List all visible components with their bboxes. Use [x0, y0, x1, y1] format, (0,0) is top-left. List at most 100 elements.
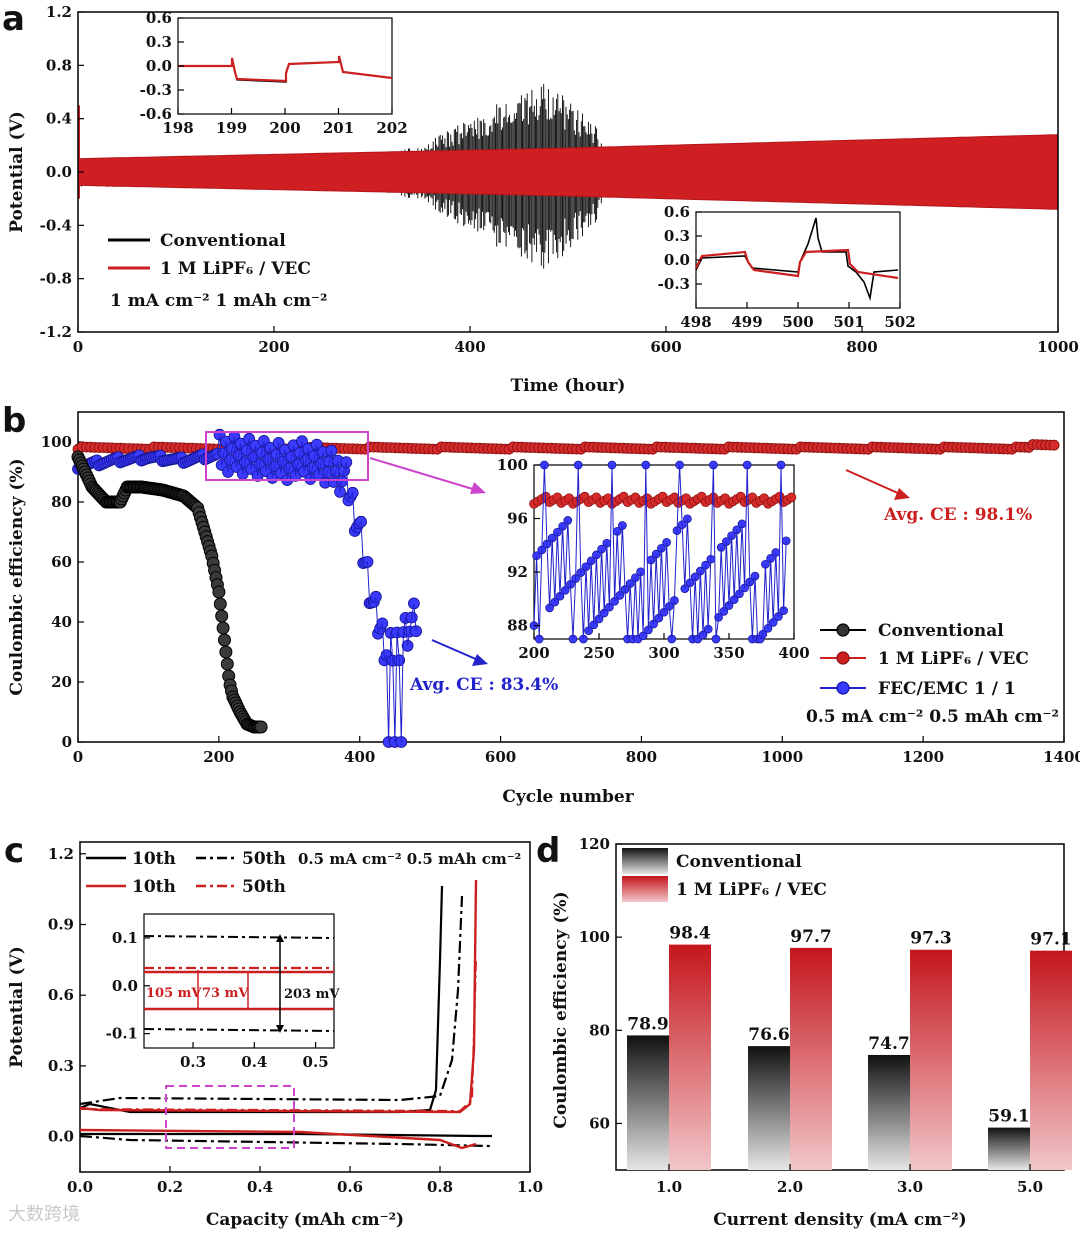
conventional-point	[219, 645, 233, 659]
x-tick-label: 0	[73, 338, 83, 356]
panel-d-axes: 60 80 100 120	[579, 835, 622, 1132]
panel-d-legend: Conventional 1 M LiPF₆ / VEC	[622, 848, 827, 902]
panel-b-zoom-box	[205, 431, 369, 481]
panel-b-frame	[77, 411, 1065, 743]
y-tick-label: 80	[589, 1021, 610, 1039]
inset-c-annot-105: 105 mV	[146, 986, 202, 1001]
legend-c-conv-10: 10th	[132, 849, 176, 869]
panel-a-inset-198-202	[177, 17, 393, 115]
panel-d-bars: 78.9 98.4 1.0 76.6 97.7 2.0 74.7 97.3 3.0 59.1 97.…	[627, 924, 1072, 1196]
y-tick-label: 60	[589, 1114, 610, 1132]
y-tick-label: 0.6	[146, 9, 172, 27]
x-tick-label: 500	[782, 313, 813, 331]
legend-a-vec-label: 1 M LiPF₆ / VEC	[160, 259, 311, 279]
bar-conventional-3.0	[868, 1054, 910, 1170]
panel-c-inset: 105 mV 73 mV 203 mV	[143, 913, 340, 1049]
y-tick-label: -0.1	[106, 1025, 138, 1043]
x-tick-label: 400	[344, 748, 375, 766]
y-tick-label: 88	[507, 617, 528, 635]
panel-a-letter: a	[2, 0, 25, 39]
y-tick-label: -0.3	[658, 275, 690, 293]
panel-c-inset-ticks: 0.3 0.4 0.5 -0.1 0.0 0.1	[106, 929, 329, 1071]
legend-d-conv-swatch	[622, 848, 668, 874]
x-tick-label: 0.4	[241, 1053, 267, 1071]
panel-c-legend: 10th 50th 10th 50th 0.5 mA cm⁻² 0.5 mAh …	[86, 849, 521, 897]
y-tick-label: 1.2	[46, 3, 72, 21]
y-tick-label: 100	[579, 928, 610, 946]
bar-label-conventional-1.0: 78.9	[627, 1014, 668, 1034]
bar-label-vec-2.0: 97.7	[790, 927, 831, 947]
y-tick-label: 0.6	[664, 203, 690, 221]
x-tick-label: 0.3	[180, 1053, 206, 1071]
y-tick-label: 0.6	[48, 986, 74, 1004]
panel-c: c 0.0 0.2 0.4 0.6 0.8 1.0 0.0 0.3 0.6 0.9 1.2 10th…	[4, 831, 543, 1230]
bar-label-conventional-5.0: 59.1	[988, 1107, 1029, 1127]
panel-b-inset	[529, 460, 797, 644]
y-tick-label: 0.0	[664, 251, 690, 269]
x-tick-label: 0.6	[337, 1178, 363, 1196]
panel-a-inset1-ticks: 198 199 200 201 202 -0.6 -0.3 0.0 0.3 0.6	[140, 9, 408, 137]
conventional-point	[218, 633, 231, 647]
legend-b-vec-marker	[836, 651, 850, 665]
panel-b-legend: Conventional 1 M LiPF₆ / VEC FEC/EMC 1 /…	[806, 621, 1059, 727]
x-tick-label-5.0: 5.0	[1017, 1178, 1043, 1196]
x-tick-label: 498	[680, 313, 711, 331]
conventional-point	[216, 621, 230, 635]
bar-conventional-1.0	[627, 1035, 669, 1170]
x-tick-label-1.0: 1.0	[656, 1178, 682, 1196]
bar-vec-2.0	[790, 947, 832, 1170]
y-tick-label: 0.3	[664, 227, 690, 245]
x-tick-label: 800	[626, 748, 657, 766]
panel-b-letter: b	[2, 401, 26, 441]
x-tick-label-2.0: 2.0	[777, 1178, 803, 1196]
legend-b-fec-label: FEC/EMC 1 / 1	[878, 679, 1016, 699]
y-tick-label: 120	[579, 835, 610, 853]
avg-ce-vec-arrowhead	[894, 488, 910, 500]
x-tick-label: 200	[269, 119, 300, 137]
legend-c-vec-10: 10th	[132, 877, 176, 897]
y-tick-label: 0.0	[46, 163, 72, 181]
bar-label-conventional-2.0: 76.6	[748, 1025, 789, 1045]
y-tick-label: 60	[51, 553, 72, 571]
y-tick-label: -0.4	[40, 216, 72, 234]
x-tick-label: 400	[778, 644, 809, 662]
legend-d-vec-swatch	[622, 876, 668, 902]
legend-d-vec-label: 1 M LiPF₆ / VEC	[676, 880, 827, 900]
series-vec-trace	[78, 134, 1058, 210]
x-tick-label: 0.0	[67, 1178, 93, 1196]
y-tick-label: 100	[41, 433, 72, 451]
panel-b: b 0 200 400 600 800 1000 1200 1400020406080100 …	[2, 401, 1080, 807]
bar-conventional-5.0	[988, 1127, 1030, 1170]
x-tick-label: 250	[583, 644, 614, 662]
panel-c-conditions: 0.5 mA cm⁻² 0.5 mAh cm⁻²	[298, 850, 521, 868]
y-tick-label: 0.8	[46, 56, 72, 74]
x-tick-label: 198	[162, 119, 193, 137]
legend-d-conv-label: Conventional	[676, 852, 802, 872]
watermark: 大数跨境	[8, 1204, 80, 1225]
y-tick-label: 96	[507, 510, 528, 528]
x-tick-label: 499	[731, 313, 762, 331]
panel-b-xlabel: Cycle number	[502, 787, 634, 807]
y-tick-label: -0.3	[140, 81, 172, 99]
y-tick-label: 0.1	[112, 929, 138, 947]
x-tick-label: 350	[713, 644, 744, 662]
legend-c-conv-50: 50th	[242, 849, 286, 869]
panel-a-voltage-traces	[78, 84, 1058, 269]
x-tick-label: 200	[203, 748, 234, 766]
avg-ce-fec-arrow	[431, 639, 479, 661]
panel-a-conditions: 1 mA cm⁻² 1 mAh cm⁻²	[110, 291, 327, 311]
panel-b-inset-ticks: 200 250 300 350 400 88 92 96 100	[497, 456, 810, 662]
bar-vec-5.0	[1030, 950, 1072, 1170]
inset-fec-line	[533, 464, 787, 640]
panel-c-xlabel: Capacity (mAh cm⁻²)	[206, 1210, 404, 1230]
panel-b-ylabel: Coulombic efficiency (%)	[7, 458, 27, 695]
panel-c-axes: 0.0 0.2 0.4 0.6 0.8 1.0 0.0 0.3 0.6 0.9 1.2	[48, 845, 543, 1196]
panel-d-letter: d	[536, 831, 560, 871]
panel-b-datapoints	[71, 428, 1060, 748]
y-tick-label: 80	[51, 493, 72, 511]
x-tick-label: 202	[376, 119, 407, 137]
x-tick-label: 600	[650, 338, 681, 356]
panel-c-letter: c	[4, 831, 24, 871]
y-tick-label: -1.2	[40, 323, 72, 341]
